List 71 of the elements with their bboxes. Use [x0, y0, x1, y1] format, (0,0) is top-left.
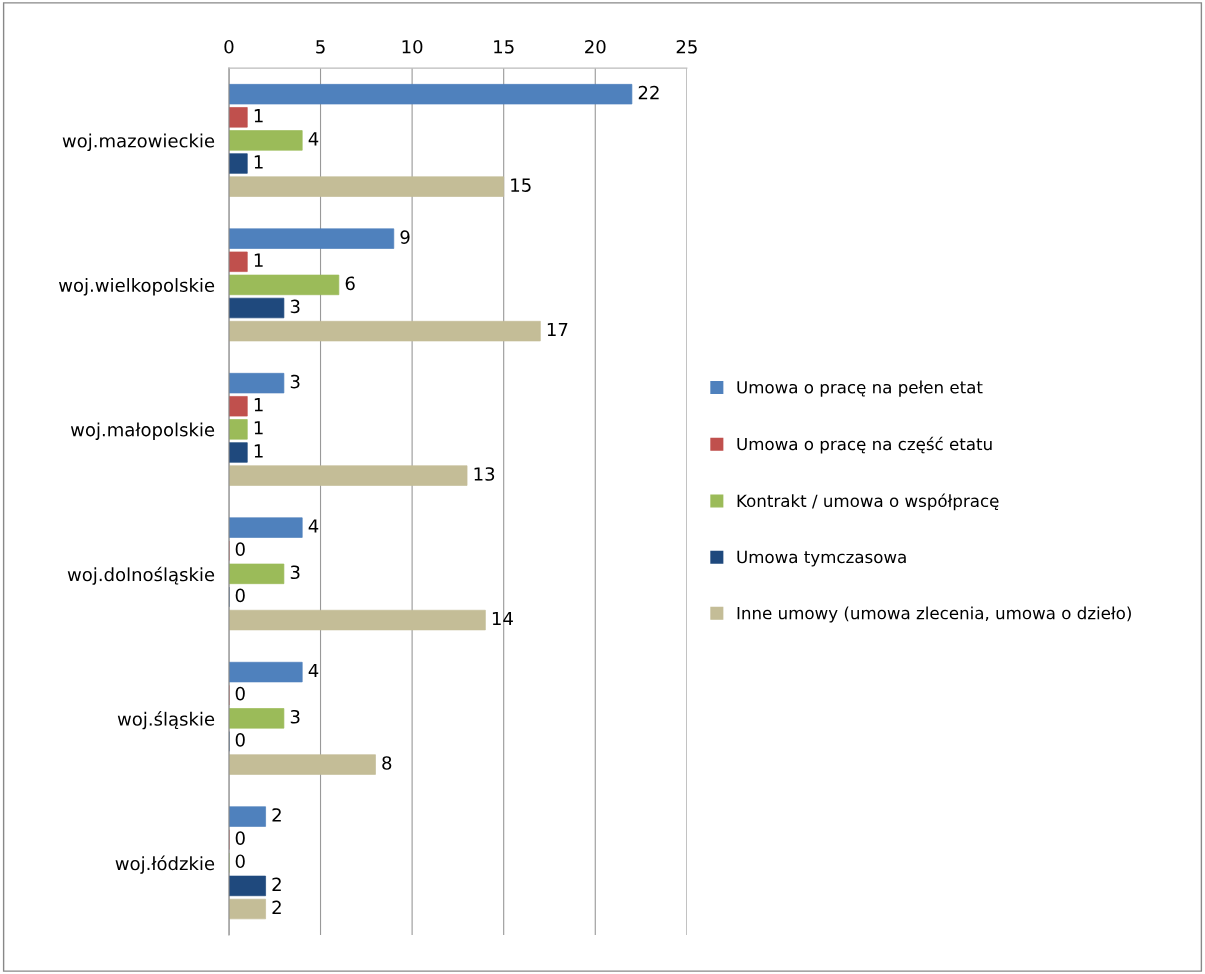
data-label: 0 — [235, 733, 245, 747]
bar — [228, 297, 285, 319]
data-label: 1 — [254, 155, 263, 169]
data-label: 2 — [272, 900, 281, 915]
data-label: 4 — [308, 663, 319, 678]
data-label: 0 — [235, 542, 245, 556]
data-label: 17 — [547, 322, 568, 337]
legend-label: Umowa o pracę na pełen etat — [737, 380, 983, 397]
x-tick-label: 10 — [402, 39, 423, 54]
bar — [228, 176, 505, 197]
data-label: 0 — [235, 588, 245, 603]
y-tick-label: woj.wielkopolskie — [58, 278, 215, 296]
data-label: 1 — [254, 421, 263, 435]
data-label: 2 — [272, 808, 281, 822]
x-tick-label: 5 — [316, 40, 325, 54]
data-label: 0 — [235, 686, 245, 701]
data-label: 1 — [254, 253, 263, 267]
bar — [228, 465, 468, 486]
data-label: 6 — [345, 276, 355, 291]
bar — [228, 372, 285, 394]
data-label: 0 — [235, 831, 245, 845]
bar — [228, 419, 248, 440]
y-tick-label: woj.małopolskie — [70, 422, 215, 440]
legend-label: Umowa tymczasowa — [737, 550, 906, 567]
bar — [228, 442, 248, 463]
bar — [228, 396, 248, 417]
data-label: 0 — [235, 854, 245, 869]
data-label: 2 — [272, 877, 281, 891]
data-label: 4 — [308, 519, 319, 533]
x-tick-label: 0 — [224, 39, 234, 54]
y-tick-label: woj.mazowieckie — [62, 133, 215, 152]
bar — [228, 517, 303, 538]
y-tick-label: woj.dolnośląskie — [67, 566, 215, 585]
data-label: 1 — [254, 109, 263, 123]
data-label: 15 — [511, 178, 531, 192]
bar — [228, 251, 248, 272]
bar — [228, 130, 303, 151]
bar — [228, 754, 376, 775]
bar — [228, 228, 395, 249]
legend-label: Inne umowy (umowa zlecenia, umowa o dzieło) — [737, 606, 1131, 623]
bar — [228, 320, 541, 342]
x-tick-label: 20 — [585, 39, 606, 54]
x-tick-label: 15 — [494, 40, 514, 54]
y-tick-label: woj.śląskie — [117, 711, 215, 730]
bar — [228, 107, 248, 128]
data-label: 3 — [290, 709, 300, 724]
legend-label: Umowa o pracę na część etatu — [737, 436, 992, 454]
data-label: 3 — [290, 299, 300, 314]
bar — [228, 898, 266, 920]
data-label: 1 — [254, 444, 263, 458]
bar — [228, 875, 266, 897]
data-label: 9 — [400, 230, 410, 244]
bar — [228, 563, 285, 585]
data-label: 13 — [474, 467, 495, 481]
y-tick-label: woj.łódzkie — [115, 855, 215, 874]
bar — [228, 84, 633, 105]
x-tick-label: 25 — [676, 39, 697, 54]
bar — [228, 153, 248, 174]
data-label: 1 — [254, 398, 263, 412]
data-label: 4 — [308, 132, 319, 146]
bar — [228, 609, 486, 631]
bar — [228, 661, 303, 683]
data-label: 3 — [290, 565, 300, 580]
data-label: 14 — [492, 611, 513, 626]
data-label: 8 — [382, 756, 392, 770]
bar — [228, 806, 266, 827]
bar — [228, 708, 285, 729]
legend-label: Kontrakt / umowa o współpracę — [737, 493, 999, 511]
bar — [228, 274, 340, 296]
data-label: 3 — [290, 374, 300, 389]
data-label: 22 — [638, 85, 659, 100]
